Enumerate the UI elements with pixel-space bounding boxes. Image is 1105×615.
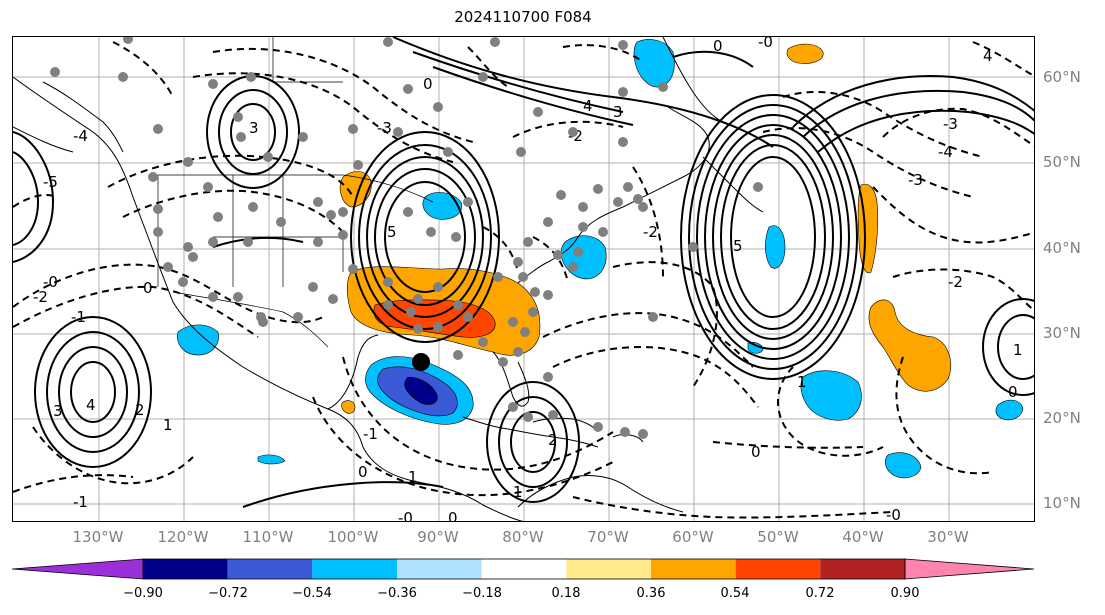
contour-label: -2	[948, 273, 963, 291]
colorbar-segment	[481, 559, 567, 579]
lat-label-10n: 10°N	[1043, 494, 1081, 512]
colorbar-under-segment	[12, 558, 144, 580]
map-canvas: 3 4 3 2 1 5 5 0 -3 -2 -1 0 -2 4 3 -0 -3 …	[13, 37, 1034, 522]
contour-label: -0	[398, 509, 413, 522]
contour-label: 3	[53, 402, 63, 420]
contour-label: -0	[886, 506, 901, 522]
colorbar-outline	[142, 558, 906, 580]
colorbar-segment	[820, 559, 905, 579]
contour-label: 1	[1013, 341, 1023, 359]
contour-label: -3	[943, 115, 958, 133]
lon-label-130w: 130°W	[72, 528, 124, 546]
colorbar-tick: 0.36	[636, 586, 666, 601]
contour-label: -1	[73, 493, 88, 511]
lon-label-50w: 50°W	[757, 528, 799, 546]
contour-label: 0	[143, 279, 153, 297]
shaded-cold-region	[177, 39, 1024, 479]
colorbar-tick: −0.72	[208, 586, 248, 601]
colorbar-tick: −0.18	[462, 586, 502, 601]
contour-label: -4	[73, 127, 88, 145]
colorbar-tick: 0.72	[805, 586, 835, 601]
contour-label: 5	[387, 223, 397, 241]
colorbar-segment	[397, 559, 482, 579]
colorbar-tick: 0.54	[720, 586, 750, 601]
lon-label-40w: 40°W	[842, 528, 884, 546]
colorbar-over-segment	[904, 558, 1035, 580]
colorbar-segment	[651, 559, 736, 579]
contour-label: 0	[713, 37, 723, 55]
dashed-contours	[13, 41, 1034, 519]
contour-label: 2	[548, 431, 558, 449]
colorbar-segment	[227, 559, 313, 579]
contour-label: -0	[758, 37, 773, 51]
lat-label-30n: 30°N	[1043, 324, 1081, 342]
colorbar-tick: −0.90	[123, 586, 163, 601]
contour-label: -1	[363, 425, 378, 443]
lat-label-20n: 20°N	[1043, 409, 1081, 427]
contour-label: 3	[613, 103, 623, 121]
contour-label: 1	[513, 483, 523, 501]
colorbar-segment	[143, 559, 228, 579]
colorbar-segment	[312, 559, 397, 579]
contour-label: -5	[43, 173, 58, 191]
colorbar	[12, 558, 1035, 580]
contour-label: 1	[797, 373, 807, 391]
solid-contours	[13, 37, 1034, 508]
lat-label-50n: 50°N	[1043, 153, 1081, 171]
colorbar-tick: −0.54	[292, 586, 332, 601]
contour-label: 1	[163, 416, 173, 434]
contour-label: 2	[135, 401, 145, 419]
lon-label-30w: 30°W	[927, 528, 969, 546]
lon-label-60w: 60°W	[672, 528, 714, 546]
lon-label-100w: 100°W	[327, 528, 379, 546]
lon-label-120w: 120°W	[157, 528, 209, 546]
contour-label: -2	[33, 288, 48, 306]
lon-label-90w: 90°W	[417, 528, 459, 546]
lon-label-110w: 110°W	[242, 528, 294, 546]
contour-label: -3	[908, 171, 923, 189]
contour-label: 4	[583, 97, 593, 115]
storm-center-marker	[412, 353, 430, 371]
colorbar-tick: 0.90	[890, 586, 920, 601]
contour-labels: 3 4 3 2 1 5 5 0 -3 -2 -1 0 -2 4 3 -0 -3 …	[33, 37, 1023, 522]
lat-label-60n: 60°N	[1043, 68, 1081, 86]
lon-label-80w: 80°W	[502, 528, 544, 546]
map-title: 2024110700 F084	[454, 8, 592, 26]
contour-label: -4	[938, 143, 953, 161]
map-panel: 3 4 3 2 1 5 5 0 -3 -2 -1 0 -2 4 3 -0 -3 …	[12, 36, 1035, 522]
colorbar-tick: 0.18	[551, 586, 581, 601]
colorbar-tick: −0.36	[377, 586, 417, 601]
contour-label: 0	[1008, 383, 1018, 401]
contour-label: 0	[358, 463, 368, 481]
colorbar-segment	[735, 559, 821, 579]
lon-label-70w: 70°W	[587, 528, 629, 546]
contour-label: -3	[377, 119, 392, 137]
contour-label: -0	[43, 273, 58, 291]
contour-label: 0	[448, 509, 458, 522]
contour-label: 1	[408, 468, 418, 486]
colorbar-segment	[566, 559, 651, 579]
contour-label: -1	[71, 308, 86, 326]
contour-label: 5	[733, 237, 743, 255]
contour-label: 4	[983, 47, 993, 65]
station-markers	[50, 37, 763, 439]
contour-label: 0	[751, 443, 761, 461]
contour-label: 3	[249, 119, 259, 137]
contour-label: -2	[643, 223, 658, 241]
lat-label-40n: 40°N	[1043, 239, 1081, 257]
contour-label: 4	[86, 396, 96, 414]
contour-label: 0	[423, 75, 433, 93]
